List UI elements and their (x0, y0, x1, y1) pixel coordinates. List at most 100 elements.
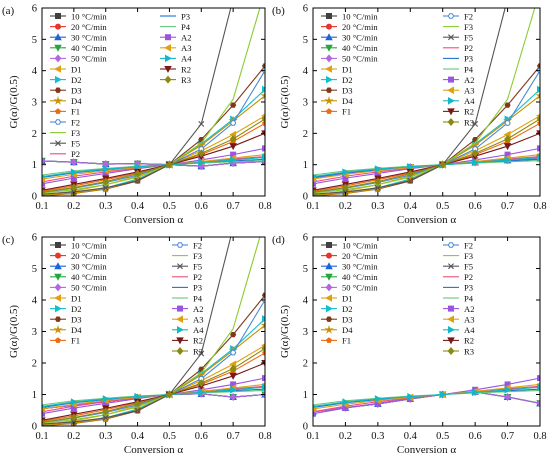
legend-marker (325, 241, 332, 248)
legend-marker (55, 108, 61, 114)
data-point (374, 165, 382, 173)
data-point (102, 184, 109, 191)
data-point (504, 102, 511, 108)
legend-marker (55, 304, 62, 313)
series-line-R2 (313, 132, 540, 191)
data-point (504, 386, 512, 394)
legend-label: P3 (193, 283, 202, 293)
data-point (537, 153, 540, 162)
data-point (70, 413, 78, 422)
legend-marker (447, 108, 455, 116)
legend-entry: D1 (50, 64, 82, 74)
y-tick-label: 1 (32, 160, 37, 171)
data-point (504, 120, 511, 126)
legend-label: D1 (71, 64, 82, 74)
data-point (342, 168, 350, 176)
x-tick-label: 0.6 (195, 201, 208, 212)
legend-marker (325, 294, 333, 302)
y-axis-label: G(α)/G(0.5) (279, 305, 291, 358)
legend-entry: A2 (160, 33, 192, 43)
data-point (231, 225, 236, 230)
legend-label: A3 (181, 43, 192, 53)
x-tick-label: 0.2 (67, 431, 80, 442)
legend-marker (54, 262, 62, 270)
series-line-A4 (42, 156, 265, 178)
legend-marker (55, 337, 61, 343)
legend-label: 50 °C/min (71, 54, 107, 64)
legend-entry: F2 (50, 117, 80, 127)
x-tick-label: 0.3 (99, 431, 112, 442)
legend-marker (176, 315, 184, 323)
legend-entry: 40 °C/min (50, 272, 107, 282)
data-point (536, 63, 540, 69)
legend-entry: F1 (321, 107, 351, 117)
legend-marker (447, 337, 455, 345)
legend-label: A2 (464, 75, 475, 85)
x-tick-label: 0.6 (195, 431, 208, 442)
legend-label: F3 (193, 251, 202, 261)
legend-entry: R3 (443, 117, 474, 127)
y-tick-label: 1 (32, 390, 37, 401)
data-point (70, 188, 77, 195)
legend-marker (55, 252, 62, 259)
data-point (537, 375, 540, 382)
y-tick-label: 2 (32, 359, 37, 370)
legend-marker (448, 263, 454, 270)
data-point (504, 393, 511, 402)
legend-marker (325, 33, 333, 41)
data-point (261, 63, 265, 69)
legend-entry: 50 °C/min (321, 283, 378, 293)
data-point (261, 344, 265, 353)
x-tick-label: 0.3 (99, 201, 112, 212)
x-tick-label: 0.4 (404, 431, 418, 442)
x-tick-label: 0.8 (258, 431, 271, 442)
x-tick-label: 0.7 (227, 431, 240, 442)
legend-label: D1 (342, 293, 353, 303)
data-point (229, 364, 237, 373)
x-tick-label: 0.4 (404, 201, 418, 212)
data-point (471, 149, 479, 158)
x-tick-label: 0.7 (501, 431, 514, 442)
legend-marker (448, 34, 454, 41)
data-point (134, 407, 141, 414)
legend-label: F5 (71, 139, 80, 149)
data-point (407, 177, 414, 184)
panel-a: (a) 0.1 0.2 0.3 0.4 0.5 0.6 0.7 0.8 0 1 2 3 4 5 6 Conver… (2, 0, 272, 227)
legend-entry: A4 (443, 325, 475, 335)
data-point (134, 163, 142, 171)
x-tick-label: 0.1 (35, 201, 48, 212)
y-tick-label: 2 (303, 359, 308, 370)
legend-label: P2 (464, 272, 473, 282)
legend-label: F1 (342, 336, 351, 346)
data-point (166, 160, 173, 169)
legend-marker (447, 117, 455, 127)
legend-entry: R3 (443, 346, 474, 356)
legend-entry: D4 (321, 324, 353, 335)
data-point (261, 315, 265, 323)
legend-entry: D3 (50, 86, 82, 96)
plot-area (42, 225, 265, 426)
legend-label: 40 °C/min (342, 272, 378, 282)
legend-label: R2 (464, 336, 474, 346)
legend-label: A4 (464, 325, 475, 335)
legend-label: D3 (71, 86, 82, 96)
legend-label: A2 (193, 304, 204, 314)
legend-label: 30 °C/min (342, 262, 378, 272)
data-point (230, 386, 238, 394)
series-line-F2 (42, 299, 265, 424)
y-tick-label: 3 (32, 98, 37, 109)
data-point (261, 153, 265, 162)
data-point (231, 0, 236, 1)
x-tick-label: 0.2 (67, 201, 80, 212)
legend-marker (176, 326, 184, 334)
panel-d: (d) 0.1 0.2 0.3 0.4 0.5 0.6 0.7 0.8 0 1 2 3 4 5 6 Conver… (272, 233, 547, 454)
legend-entry: P2 (443, 272, 473, 282)
series-line-R2 (42, 132, 265, 191)
legend-label: P2 (464, 43, 473, 53)
x-tick-label: 0.8 (533, 431, 546, 442)
series-line-A4 (42, 386, 265, 408)
x-tick-label: 0.3 (371, 431, 384, 442)
y-tick-label: 0 (303, 192, 308, 203)
